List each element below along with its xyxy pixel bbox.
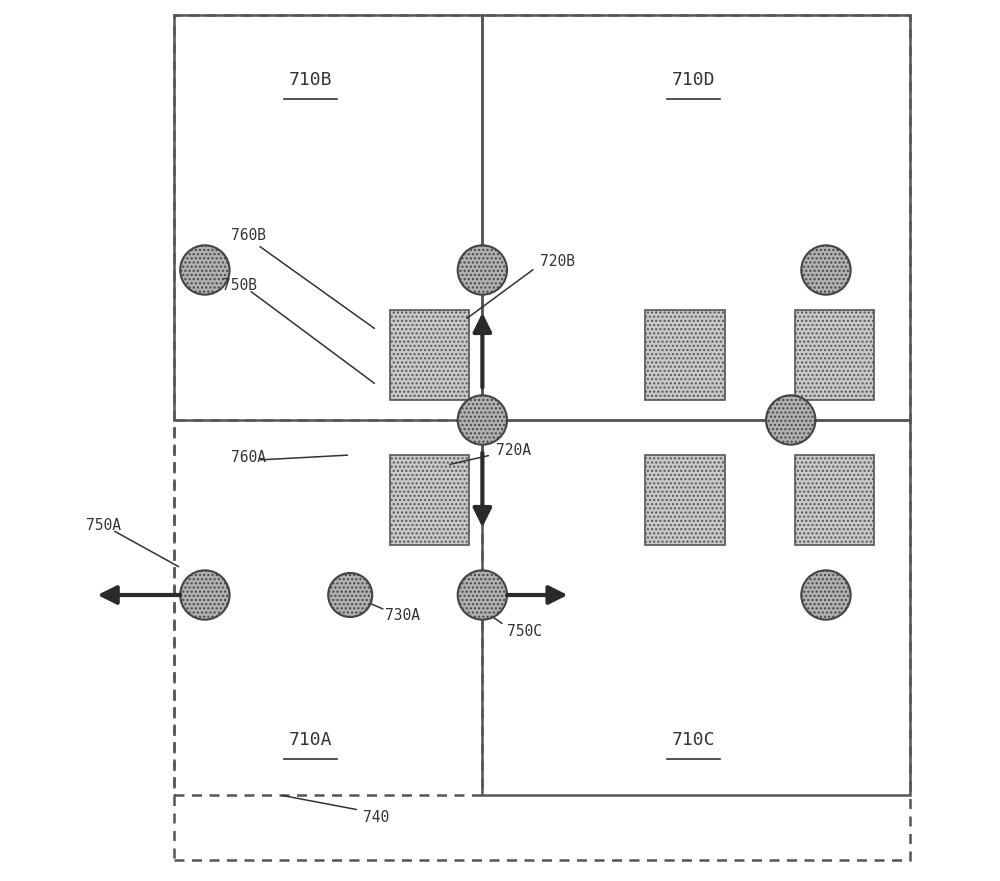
Bar <box>645 310 725 400</box>
Circle shape <box>180 570 230 619</box>
Text: 760A: 760A <box>231 449 266 464</box>
Circle shape <box>801 570 851 619</box>
Bar <box>482 420 910 795</box>
Text: 750A: 750A <box>86 517 121 532</box>
Circle shape <box>458 570 507 619</box>
Text: 740: 740 <box>363 811 390 825</box>
Circle shape <box>766 396 815 445</box>
Text: 750C: 750C <box>507 625 542 640</box>
Text: 710B: 710B <box>289 71 332 89</box>
Circle shape <box>458 245 507 294</box>
Circle shape <box>180 245 230 294</box>
Bar <box>482 15 910 420</box>
Text: 720B: 720B <box>540 255 575 270</box>
Text: 710C: 710C <box>672 731 716 749</box>
Circle shape <box>458 396 507 445</box>
Bar <box>795 455 874 545</box>
Bar <box>174 420 482 795</box>
Text: 710D: 710D <box>672 71 716 89</box>
Text: 750B: 750B <box>222 278 257 292</box>
Bar <box>795 310 874 400</box>
Circle shape <box>328 573 372 617</box>
Text: 710A: 710A <box>289 731 332 749</box>
Text: 730A: 730A <box>385 609 420 624</box>
Bar <box>174 15 482 420</box>
Text: 720A: 720A <box>496 442 531 457</box>
Circle shape <box>801 245 851 294</box>
Bar <box>390 455 469 545</box>
Bar <box>174 15 910 860</box>
Bar <box>390 310 469 400</box>
Text: 760B: 760B <box>231 227 266 242</box>
Bar <box>645 455 725 545</box>
